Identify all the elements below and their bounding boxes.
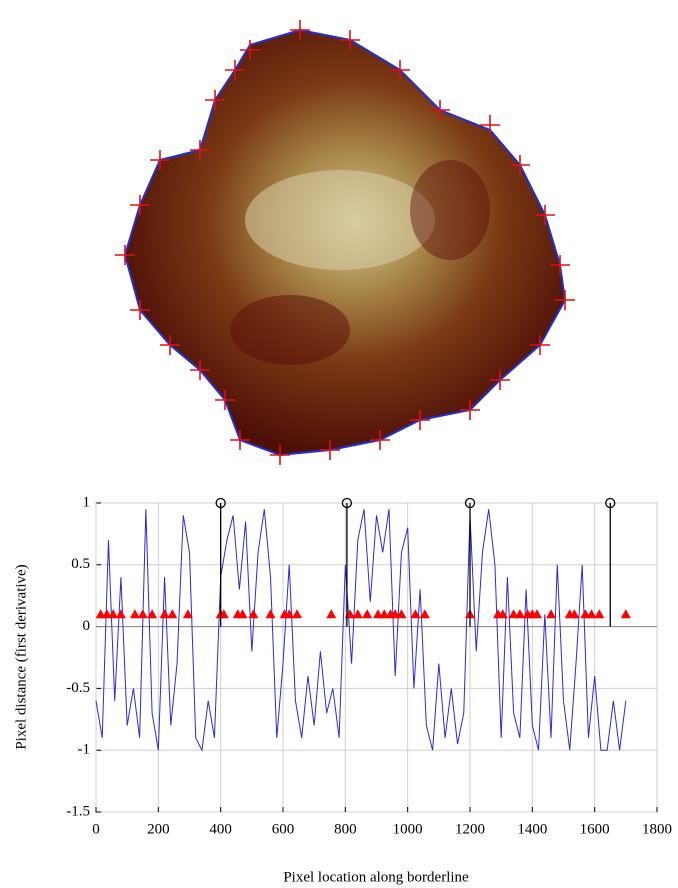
lesion-image	[115, 20, 575, 465]
triangle-marker	[419, 609, 430, 619]
triangle-marker	[284, 609, 295, 619]
triangle-marker	[129, 609, 140, 619]
x-tick-label: 600	[272, 821, 295, 837]
y-tick-label: 0	[83, 618, 91, 634]
stem-marker	[341, 497, 353, 509]
triangle-marker	[569, 609, 580, 619]
triangle-marker	[362, 609, 373, 619]
triangle-marker	[167, 609, 178, 619]
triangle-marker	[248, 609, 259, 619]
triangle-marker	[396, 609, 407, 619]
plot-frame	[95, 502, 658, 813]
triangle-marker	[115, 609, 126, 619]
y-tick-label: -0.5	[66, 680, 90, 696]
x-tick-label: 800	[334, 821, 357, 837]
triangle-marker	[410, 609, 421, 619]
triangle-marker	[265, 609, 276, 619]
lesion-highlight	[245, 170, 435, 270]
triangle-marker	[159, 609, 170, 619]
lesion-dark	[230, 295, 350, 365]
triangle-marker	[620, 609, 631, 619]
y-tick-label: -1	[78, 742, 91, 758]
x-tick-label: 200	[147, 821, 170, 837]
triangle-marker	[594, 609, 605, 619]
x-tick-label: 1200	[455, 821, 485, 837]
x-tick-label: 1400	[517, 821, 547, 837]
triangle-marker	[108, 609, 119, 619]
triangle-marker	[546, 609, 557, 619]
border-crosses	[115, 20, 575, 465]
x-tick-label: 1600	[580, 821, 610, 837]
y-tick-label: -1.5	[66, 803, 90, 819]
triangle-marker	[326, 609, 337, 619]
y-tick-label: 0.5	[71, 556, 90, 572]
triangle-marker	[514, 609, 525, 619]
stem-marker	[464, 497, 476, 509]
y-axis-label: Pixel distance (first derivative)	[13, 564, 29, 749]
x-axis-label: Pixel location along borderline	[283, 869, 469, 885]
triangle-marker	[352, 609, 363, 619]
triangle-marker	[182, 609, 193, 619]
signal-line	[95, 509, 627, 752]
triangle-marker	[497, 609, 508, 619]
x-tick-label: 1000	[393, 821, 423, 837]
triangle-marker	[586, 609, 597, 619]
stem-marker	[215, 497, 226, 509]
triangle-marker	[137, 609, 148, 619]
triangle-marker	[532, 609, 543, 619]
y-tick-label: 1	[83, 494, 91, 510]
triangle-marker	[147, 609, 158, 619]
x-tick-label: 0	[92, 821, 100, 837]
stem-marker	[605, 497, 616, 509]
x-tick-label: 1800	[642, 821, 672, 837]
triangle-marker	[292, 609, 303, 619]
x-tick-label: 400	[209, 821, 232, 837]
lesion-dark	[410, 160, 490, 260]
triangle-marker	[237, 609, 248, 619]
